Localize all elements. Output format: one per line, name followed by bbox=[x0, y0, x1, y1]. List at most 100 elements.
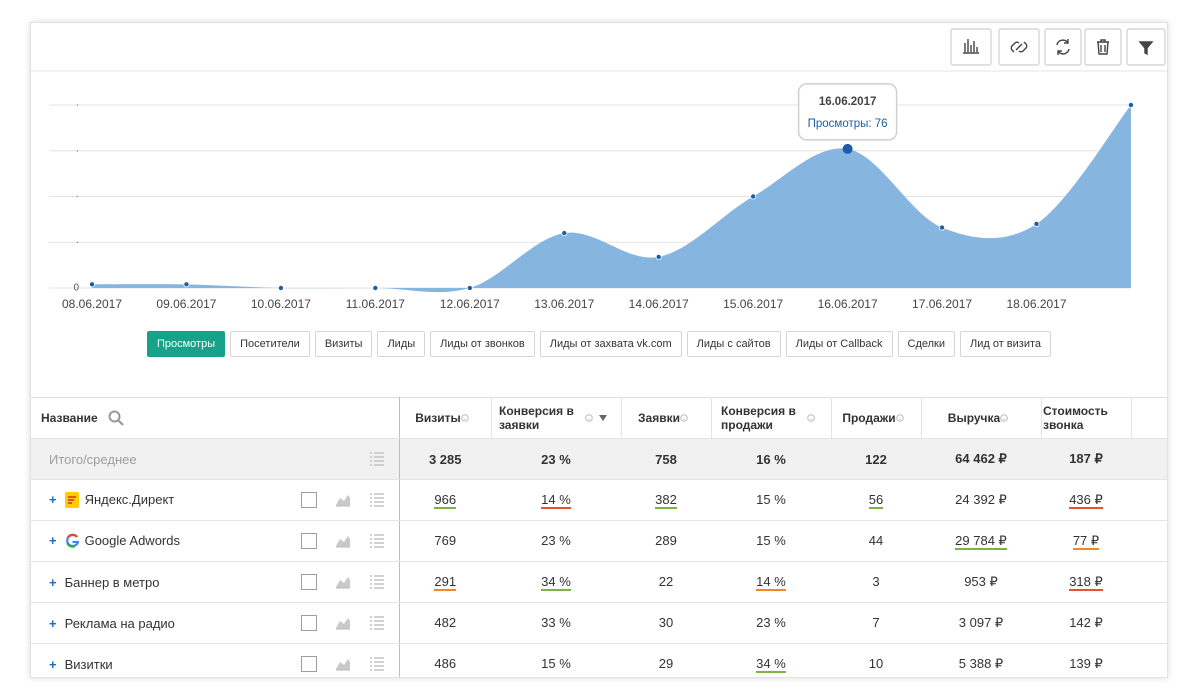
series-tab[interactable]: Просмотры bbox=[146, 331, 226, 357]
row-name: Реклама на радио bbox=[64, 615, 175, 631]
sort-arrow[interactable] bbox=[599, 415, 607, 421]
series-tab[interactable]: Лид от визита bbox=[960, 331, 1052, 357]
tooltip-value: Просмотры: 76 bbox=[808, 118, 888, 130]
data-row: + Баннер в метро 291 34 % 22 14 % 3 953 ₽ 318 ₽ bbox=[31, 561, 1167, 603]
list-icon[interactable] bbox=[369, 574, 385, 590]
cell-value: 14 % bbox=[756, 573, 786, 591]
value-cell: 953 ₽ bbox=[921, 561, 1041, 603]
list-icon[interactable] bbox=[369, 451, 385, 467]
expand-button[interactable]: + bbox=[49, 491, 57, 507]
cell-value: 10 bbox=[868, 655, 884, 671]
refresh-button[interactable] bbox=[1044, 28, 1082, 66]
total-cell: 16 % bbox=[711, 438, 831, 480]
column-label[interactable]: Стоимость звонка bbox=[1043, 404, 1108, 432]
value-cell: 482 bbox=[399, 602, 491, 644]
row-checkbox[interactable] bbox=[300, 656, 317, 672]
y-tick-label: · bbox=[76, 100, 79, 111]
row-tools bbox=[300, 656, 391, 672]
data-point bbox=[89, 281, 96, 288]
x-tick-label: 16.06.2017 bbox=[818, 297, 878, 311]
expand-button[interactable]: + bbox=[49, 656, 57, 672]
y-tick-label: 0 bbox=[73, 283, 79, 294]
help-icon bbox=[585, 414, 593, 422]
data-row: + Google Adwords 769 23 % 289 15 % 44 29 784 ₽ 7… bbox=[31, 520, 1167, 562]
chart-icon[interactable] bbox=[335, 533, 351, 549]
search-icon[interactable] bbox=[108, 410, 124, 426]
name-cell: + Баннер в метро bbox=[31, 561, 400, 603]
row-checkbox[interactable] bbox=[300, 615, 317, 631]
total-cell: 187 ₽ bbox=[1041, 438, 1131, 480]
cell-value: 3 097 ₽ bbox=[958, 614, 1004, 630]
total-row: Итого/среднее 3 285 23 % 758 16 % 122 64 462 ₽… bbox=[31, 438, 1167, 480]
list-icon[interactable] bbox=[369, 615, 385, 631]
data-point bbox=[842, 143, 853, 154]
series-tab[interactable]: Лиды от захвата vk.com bbox=[539, 331, 682, 357]
list-icon[interactable] bbox=[369, 656, 385, 672]
help-icon bbox=[680, 414, 688, 423]
chart-icon[interactable] bbox=[335, 615, 351, 631]
value-cell: 34 % bbox=[711, 643, 831, 677]
value-cell: 15 % bbox=[491, 643, 621, 677]
data-point bbox=[183, 281, 190, 288]
row-tools bbox=[369, 451, 391, 467]
series-tab[interactable]: Лиды от звонков bbox=[430, 331, 535, 357]
x-tick-label: 08.06.2017 bbox=[62, 297, 122, 311]
chart-icon[interactable] bbox=[335, 574, 351, 590]
value-cell: 44 bbox=[831, 520, 921, 562]
column-label[interactable]: Продажи bbox=[842, 411, 896, 426]
data-point bbox=[277, 284, 284, 291]
value-cell: 29 784 ₽ bbox=[921, 520, 1041, 562]
value-cell: 22 bbox=[621, 561, 711, 603]
value-cell: 34 % bbox=[491, 561, 621, 603]
column-label[interactable]: Конверсия в заявки bbox=[499, 404, 574, 432]
row-checkbox[interactable] bbox=[300, 492, 317, 508]
row-name: Яндекс.Директ bbox=[84, 491, 175, 507]
series-tab[interactable]: Сделки bbox=[897, 331, 955, 357]
column-label[interactable]: Заявки bbox=[638, 411, 680, 426]
chart-icon[interactable] bbox=[335, 656, 351, 672]
chart-icon[interactable] bbox=[335, 492, 351, 508]
cell-value: 22 bbox=[658, 573, 674, 589]
list-icon[interactable] bbox=[369, 492, 385, 508]
cell-value: 953 ₽ bbox=[964, 573, 998, 589]
filter-button[interactable] bbox=[1126, 28, 1166, 66]
chart-type-button[interactable] bbox=[950, 28, 992, 66]
value-cell: 291 bbox=[399, 561, 491, 603]
list-icon[interactable] bbox=[369, 533, 385, 549]
cell-value: 30 bbox=[658, 614, 674, 630]
value-cell: 77 ₽ bbox=[1041, 520, 1131, 562]
series-tab[interactable]: Лиды bbox=[377, 331, 426, 357]
expand-button[interactable]: + bbox=[49, 574, 57, 590]
help-icon bbox=[1000, 414, 1009, 423]
value-cell: 318 ₽ bbox=[1041, 561, 1131, 603]
column-label[interactable]: Конверсия в продажи bbox=[721, 404, 796, 432]
series-tab[interactable]: Лиды от Callback bbox=[785, 331, 893, 357]
table-body: Итого/среднее 3 285 23 % 758 16 % 122 64 462 ₽… bbox=[31, 438, 1167, 677]
series-tab[interactable]: Посетители bbox=[230, 331, 310, 357]
series-tab[interactable]: Визиты bbox=[314, 331, 373, 357]
value-cell: 14 % bbox=[491, 479, 621, 521]
name-cell: Итого/среднее bbox=[31, 438, 400, 480]
expand-button[interactable]: + bbox=[49, 615, 57, 631]
row-tools bbox=[300, 492, 391, 508]
series-tab[interactable]: Лиды с сайтов bbox=[686, 331, 781, 357]
cell-value: 77 ₽ bbox=[1072, 532, 1100, 550]
column-label[interactable]: Выручка bbox=[947, 411, 1001, 426]
row-filler bbox=[1131, 561, 1167, 603]
row-checkbox[interactable] bbox=[300, 574, 317, 590]
data-point bbox=[1127, 102, 1134, 109]
value-cell: 142 ₽ bbox=[1041, 602, 1131, 644]
cell-value: 33 % bbox=[541, 614, 571, 630]
expand-button[interactable]: + bbox=[49, 532, 57, 548]
row-name: Итого/среднее bbox=[49, 451, 137, 467]
cell-value: 15 % bbox=[756, 491, 786, 507]
column-label[interactable]: Визиты bbox=[415, 411, 461, 426]
row-checkbox[interactable] bbox=[300, 533, 317, 549]
total-cell: 3 285 bbox=[399, 438, 491, 480]
delete-button[interactable] bbox=[1084, 28, 1122, 66]
column-header: Конверсия в заявки bbox=[491, 397, 622, 439]
value-cell: 382 bbox=[621, 479, 711, 521]
cell-value: 318 ₽ bbox=[1069, 573, 1103, 591]
value-cell: 486 bbox=[399, 643, 491, 677]
link-button[interactable] bbox=[998, 28, 1040, 66]
